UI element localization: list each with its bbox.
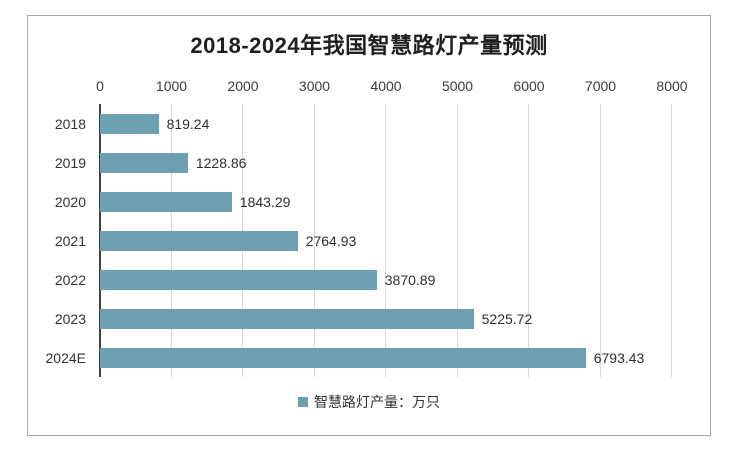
- category-label: 2023: [54, 310, 86, 327]
- bar[interactable]: [100, 230, 298, 251]
- x-tick-label: 5000: [441, 78, 474, 94]
- category-labels: 2018 2019 2020 2021 2022 2023 2024E: [28, 104, 92, 377]
- bar-row: 2764.93: [100, 221, 672, 260]
- x-axis: 0 1000 2000 3000 4000 5000 6000 7000 8000: [96, 78, 687, 94]
- legend-swatch-icon: [298, 397, 308, 407]
- gridline: [528, 104, 529, 377]
- category-label: 2020: [54, 193, 86, 210]
- x-tick-label: 4000: [370, 78, 402, 94]
- x-tick-label: 1000: [155, 78, 188, 94]
- bar-row: 3870.89: [100, 260, 672, 299]
- gridline: [671, 104, 672, 377]
- bar[interactable]: [100, 191, 232, 212]
- category-label: 2021: [54, 232, 86, 249]
- category-label: 2019: [54, 154, 86, 171]
- x-tick-label: 3000: [298, 78, 331, 94]
- legend-label: 智慧路灯产量：万只: [314, 394, 440, 410]
- value-label: 6793.43: [593, 349, 645, 366]
- value-label: 1228.86: [195, 154, 247, 171]
- category-label: 2022: [54, 271, 86, 288]
- bar[interactable]: [100, 347, 586, 368]
- x-tick-label: 2000: [227, 78, 259, 94]
- bar[interactable]: [100, 269, 377, 290]
- x-tick-label: 6000: [513, 78, 545, 94]
- chart-title: 2018-2024年我国智慧路灯产量预测: [190, 33, 548, 58]
- gridline: [385, 104, 386, 377]
- bar-row: 5225.72: [100, 299, 672, 338]
- gridline: [313, 104, 315, 377]
- x-tick-label: 0: [96, 78, 104, 94]
- value-label: 819.24: [166, 115, 210, 132]
- value-label: 1843.29: [239, 193, 291, 210]
- x-tick-label: 8000: [656, 78, 688, 94]
- category-label: 2018: [54, 115, 86, 132]
- category-label: 2024E: [45, 349, 86, 366]
- legend: 智慧路灯产量：万只: [28, 393, 710, 411]
- bar-row: 1228.86: [100, 143, 672, 182]
- bar-row: 6793.43: [100, 338, 672, 377]
- gridline: [599, 104, 601, 377]
- bar-row: 819.24: [100, 104, 672, 143]
- bar[interactable]: [100, 308, 474, 329]
- value-label: 3870.89: [384, 271, 436, 288]
- chart-frame: 2018-2024年我国智慧路灯产量预测 0 1000 2000 3000 4000 50…: [27, 15, 711, 436]
- gridline: [456, 104, 458, 377]
- value-label: 5225.72: [481, 310, 533, 327]
- plot-area: 819.24 1228.86 1843.29 2764.93 3870.89 5225.7…: [99, 104, 672, 377]
- bar-row: 1843.29: [100, 182, 672, 221]
- bar[interactable]: [100, 113, 159, 134]
- bar[interactable]: [100, 152, 188, 173]
- bar-rows: 819.24 1228.86 1843.29 2764.93 3870.89 5225.7…: [100, 104, 672, 377]
- value-label: 2764.93: [305, 232, 357, 249]
- x-tick-label: 7000: [584, 78, 617, 94]
